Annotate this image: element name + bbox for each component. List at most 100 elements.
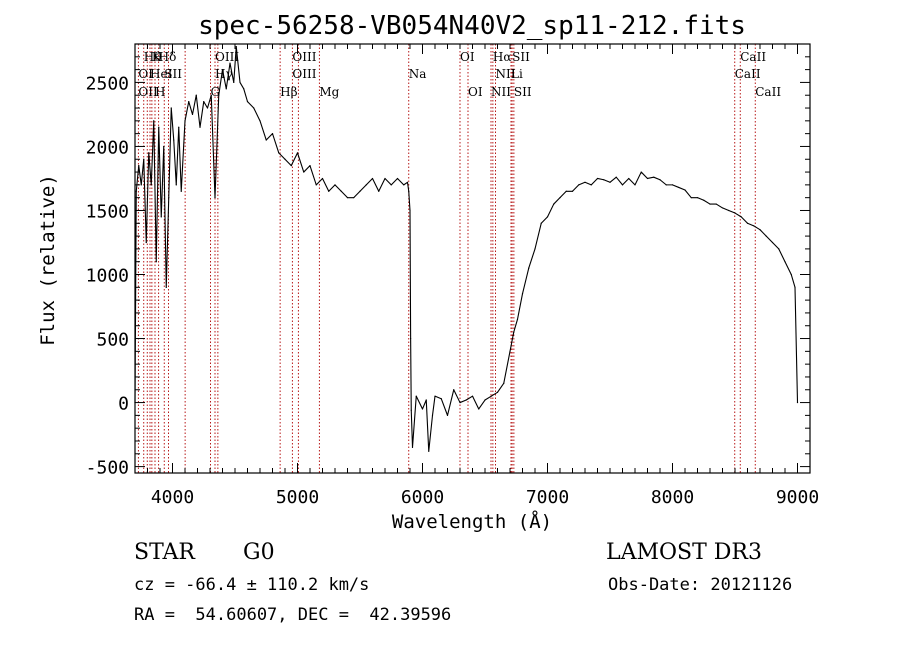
spectrum-point-39 [259, 120, 261, 122]
spectrum-point-43 [284, 158, 286, 160]
spectrum-point-85 [503, 382, 505, 384]
x-tick-label-7000: 7000 [526, 487, 569, 508]
line-label-lines_bot-7: SII [514, 85, 532, 99]
spectrum-point-130 [778, 248, 780, 250]
spectrum-point-93 [546, 216, 549, 218]
spectrum-point-99 [584, 181, 586, 183]
spectrum-point-101 [596, 177, 599, 180]
spectrum-point-109 [646, 177, 649, 180]
spectrum-point-52 [340, 190, 342, 192]
spectrum-point-64 [408, 190, 410, 192]
spectrum-point-104 [615, 176, 617, 178]
spectrum-point-100 [590, 184, 592, 186]
spectrum-point-80 [471, 395, 474, 397]
spectrum-point-108 [640, 171, 642, 173]
spectrum-point-50 [328, 190, 330, 192]
spectrum-point-83 [490, 395, 492, 397]
spectrum-point-72 [428, 450, 430, 452]
spectrum-point-58 [378, 190, 380, 192]
spectrum-point-18 [178, 126, 180, 128]
spectrum-point-127 [759, 229, 761, 231]
spectrum-point-17 [175, 184, 177, 186]
spectrum-point-78 [459, 401, 461, 404]
spectrum-point-51 [334, 184, 336, 186]
spectrum-point-41 [271, 133, 274, 135]
spectrum-point-107 [634, 184, 636, 186]
spectrum-point-110 [653, 176, 655, 178]
line-label-lines_mid-2: SII [164, 67, 182, 81]
spectrum-point-118 [703, 199, 705, 201]
spectrum-point-63 [406, 181, 409, 183]
spectrum-point-24 [199, 126, 201, 128]
plot-frame [134, 43, 811, 474]
spectrum-point-106 [628, 177, 630, 180]
spectrum-point-13 [165, 286, 167, 288]
spectrum-point-6 [148, 152, 150, 154]
spectrum-point-38 [253, 107, 255, 109]
spectrum-point-123 [734, 212, 736, 214]
spectrum-point-119 [709, 203, 711, 205]
spectrum-point-87 [513, 331, 515, 333]
spectrum-point-122 [728, 209, 730, 212]
x-axis-label: Wavelength (Å) [392, 510, 552, 533]
spectrum-point-116 [690, 197, 692, 199]
spectrum-chart: spec-56258-VB054N40V2_sp11-212.fits HθKH… [37, 11, 819, 533]
spectrum-point-7 [150, 184, 152, 186]
line-label-lines_top-2: Hδ [159, 50, 177, 64]
spectrum-point-8 [153, 120, 155, 122]
spectrum-point-22 [191, 113, 194, 116]
spectrum-point-95 [559, 197, 561, 199]
spectrum-point-62 [403, 184, 405, 186]
spectrum-point-90 [528, 267, 530, 269]
spectrum-point-10 [158, 126, 160, 128]
spectrum-point-34 [235, 45, 237, 48]
x-tick-label-9000: 9000 [776, 487, 819, 508]
spectrum-point-125 [746, 222, 749, 224]
spectrum-point-2 [138, 165, 140, 167]
spectrum-point-132 [790, 273, 792, 276]
spectrum-point-84 [496, 391, 499, 393]
object-class: STAR [134, 540, 195, 565]
spectrum-point-129 [771, 241, 774, 244]
line-label-lines_bot-0: OII [138, 85, 158, 99]
spectrum-point-67 [410, 409, 412, 411]
spectrum-point-114 [678, 186, 680, 189]
y-axis-ticks: -500 0 500 1000 1500 2000 2500 [86, 56, 810, 479]
spectrum-point-27 [210, 94, 212, 96]
chart-title: spec-56258-VB054N40V2_sp11-212.fits [198, 11, 746, 41]
spectrum-point-33 [233, 81, 235, 84]
spectral-line-markers [137, 44, 756, 473]
y-tick-label-2500: 2500 [86, 73, 129, 94]
spectrum-point-75 [440, 398, 442, 400]
spectrum-point-96 [565, 190, 567, 192]
coordinates-readout: RA = 54.60607, DEC = 42.39596 [134, 605, 452, 625]
spectrum-point-4 [143, 158, 145, 160]
line-label-lines_bot-8: CaII [755, 85, 781, 99]
spectrum-point-77 [453, 389, 455, 391]
line-label-lines_top-3: OIII [215, 50, 239, 64]
line-label-lines_bot-2: G [211, 85, 221, 99]
spectrum-point-79 [465, 399, 467, 401]
x-axis-ticks: 4000 5000 6000 7000 8000 9000 [134, 44, 819, 508]
spectrum-point-3 [140, 184, 142, 186]
spectrum-point-76 [446, 414, 449, 416]
spectrum-point-26 [206, 107, 209, 109]
spectrum-line-0 [134, 46, 799, 452]
y-axis-label: Flux (relative) [37, 174, 59, 346]
spectrum-point-97 [571, 190, 574, 192]
spectrum-point-9 [155, 261, 157, 263]
spectrum-point-56 [365, 184, 367, 186]
spectrum-point-103 [609, 181, 611, 183]
line-label-lines_mid-1: HeI [150, 67, 173, 81]
line-label-lines_top-8: CaII [740, 50, 766, 64]
spectrum-point-47 [309, 165, 311, 167]
spectrum-point-57 [371, 177, 374, 180]
x-tick-label-6000: 6000 [401, 487, 444, 508]
spectrum-point-53 [346, 197, 349, 199]
spectrum-point-131 [784, 261, 786, 263]
y-tick-label-0: 0 [118, 394, 129, 415]
spectrum-point-12 [163, 145, 165, 148]
spectrum-point-74 [434, 395, 436, 397]
spectrum-point-32 [229, 62, 231, 64]
line-label-lines_mid-8: CaII [735, 67, 761, 81]
